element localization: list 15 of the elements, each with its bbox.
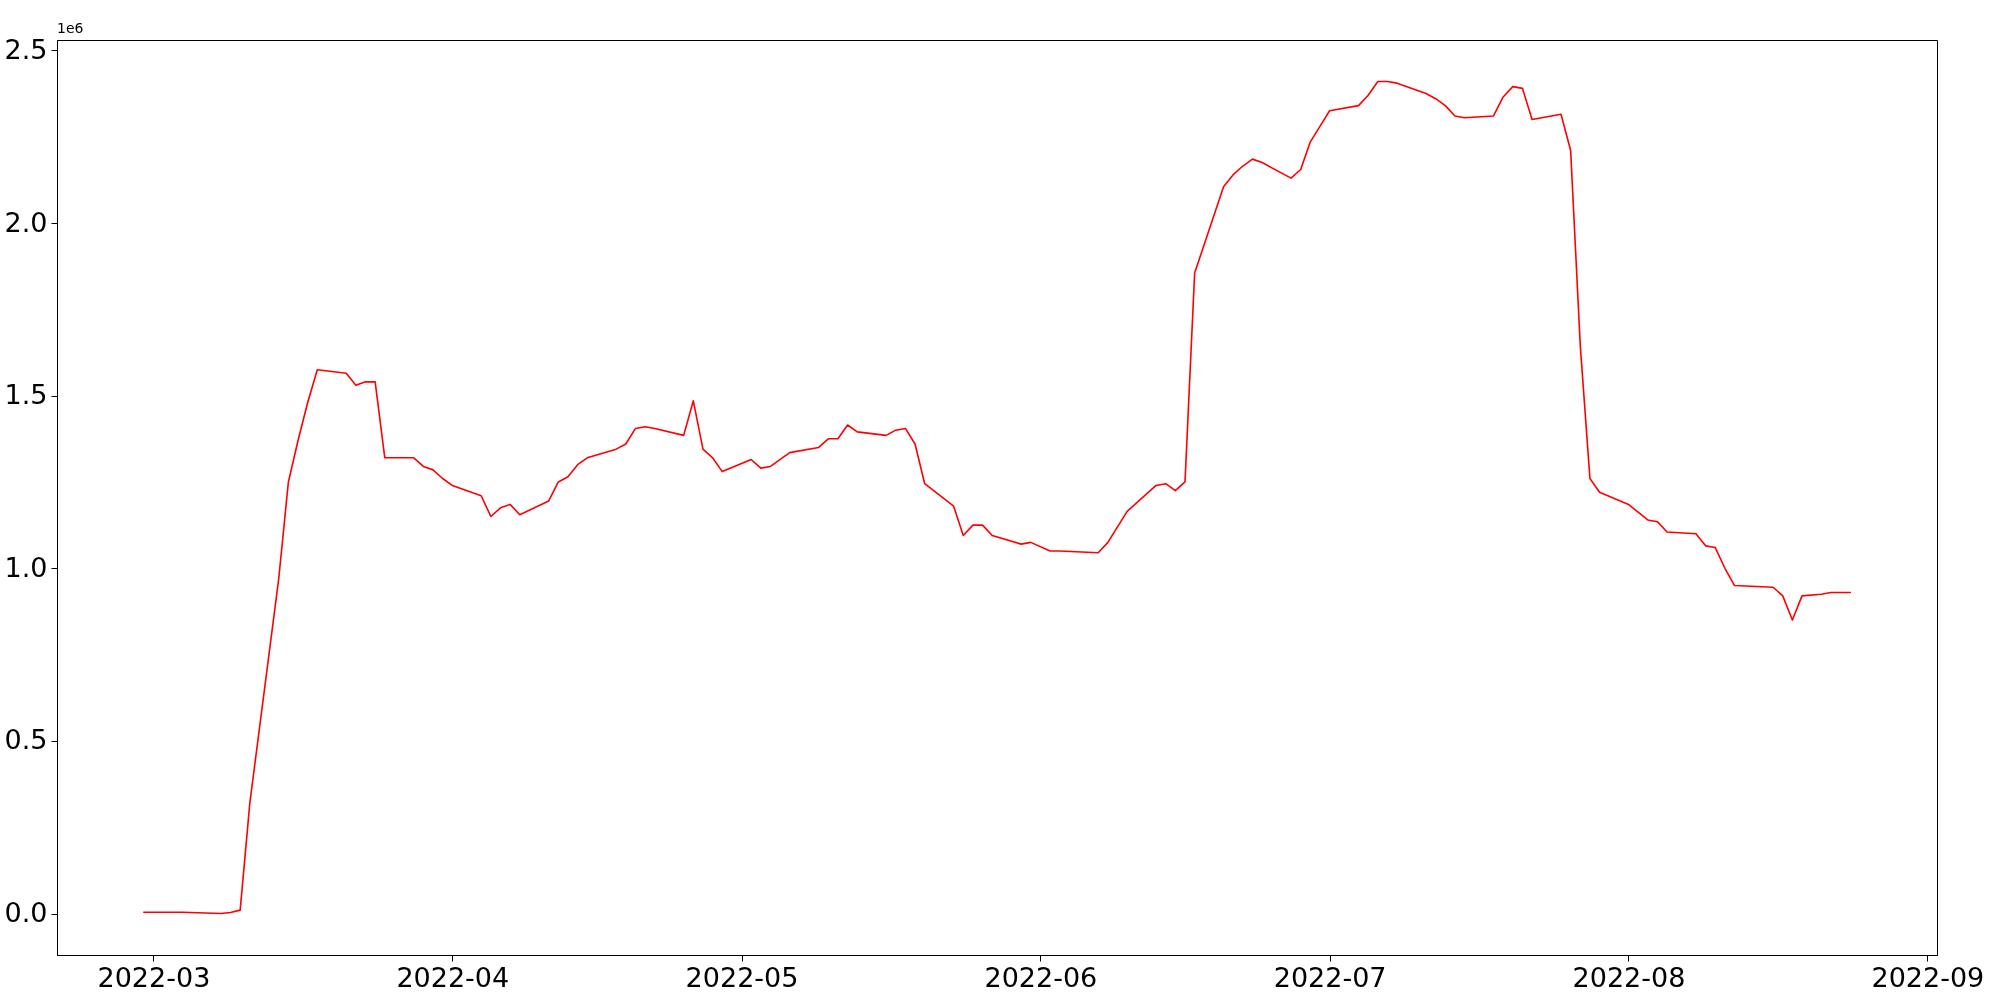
y-tick-label: 1.0 bbox=[4, 551, 48, 583]
x-tick-label: 2022-04 bbox=[396, 961, 510, 993]
x-tick-label: 2022-08 bbox=[1572, 961, 1686, 993]
text: 1e6 bbox=[57, 20, 84, 36]
x-tick-label: 2022-03 bbox=[97, 961, 211, 993]
y-tick-label: 1.5 bbox=[4, 379, 48, 411]
y-tick-label: 2.5 bbox=[4, 33, 48, 65]
x-tick-label: 2022-06 bbox=[984, 961, 1098, 993]
y-tick-label: 2.0 bbox=[4, 206, 48, 238]
line-series bbox=[142, 80, 1852, 915]
x-tick-label: 2022-05 bbox=[685, 961, 799, 993]
x-tick-label: 2022-09 bbox=[1871, 961, 1985, 993]
y-tick-label: 0.0 bbox=[4, 897, 48, 929]
y-tick-label: 0.5 bbox=[4, 724, 48, 756]
x-tick-label: 2022-07 bbox=[1273, 961, 1387, 993]
